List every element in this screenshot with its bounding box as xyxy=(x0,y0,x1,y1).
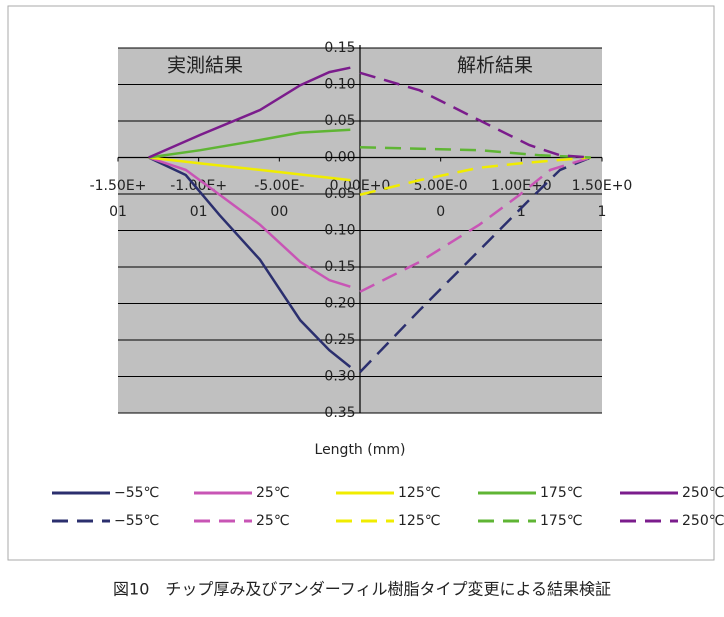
y-tick-label: 0.20 xyxy=(324,296,355,312)
line-series xyxy=(148,156,351,182)
line-series xyxy=(359,156,592,373)
line-series xyxy=(148,156,351,288)
y-tick-label: 0.35 xyxy=(324,405,355,421)
x-tick-label: 0.00E+0 xyxy=(330,178,391,194)
legend-label: 125℃ xyxy=(398,485,440,501)
x-tick-label: 1 xyxy=(598,204,607,220)
x-tick-label: -1.50E+ xyxy=(90,178,147,194)
annotation: 解析結果 xyxy=(457,55,533,77)
legend-label: 175℃ xyxy=(540,513,582,529)
x-tick-label: 1 xyxy=(517,204,526,220)
caption: 図10 チップ厚み及びアンダーフィル樹脂タイプ変更による結果検証 xyxy=(113,580,611,599)
y-tick-label: 0.05 xyxy=(324,113,355,129)
legend-label: 250℃ xyxy=(682,485,724,501)
x-tick-label: 01 xyxy=(109,204,127,220)
y-tick-label: 0.15 xyxy=(324,40,355,56)
x-tick-label: 0 xyxy=(436,204,445,220)
y-tick-label: 0.10 xyxy=(324,77,355,93)
line-series xyxy=(359,146,591,159)
legend-label: −55℃ xyxy=(114,485,159,501)
line-series xyxy=(359,71,591,159)
y-tick-label: 0.05 xyxy=(324,186,355,202)
legend-label: 175℃ xyxy=(540,485,582,501)
x-axis-label: Length (mm) xyxy=(315,442,406,458)
line-series xyxy=(359,156,591,196)
x-tick-label: 01 xyxy=(190,204,208,220)
y-tick-label: 0.30 xyxy=(324,369,355,385)
legend-label: 25℃ xyxy=(256,513,290,529)
line-series xyxy=(148,128,351,159)
x-tick-label: 1.50E+0 xyxy=(572,178,633,194)
legend-label: −55℃ xyxy=(114,513,159,529)
x-tick-label: -5.00E- xyxy=(254,178,304,194)
y-tick-label: 0.25 xyxy=(324,332,355,348)
legend-label: 250℃ xyxy=(682,513,724,529)
legend-label: 125℃ xyxy=(398,513,440,529)
x-tick-label: 5.00E-0 xyxy=(414,178,468,194)
line-series xyxy=(148,156,352,368)
legend-label: 25℃ xyxy=(256,485,290,501)
y-tick-label: 0.15 xyxy=(324,259,355,275)
y-tick-label: 0.10 xyxy=(324,223,355,239)
x-tick-label: 00 xyxy=(270,204,288,220)
annotation: 実測結果 xyxy=(167,55,243,77)
line-series xyxy=(359,156,592,293)
line-series xyxy=(148,66,351,159)
